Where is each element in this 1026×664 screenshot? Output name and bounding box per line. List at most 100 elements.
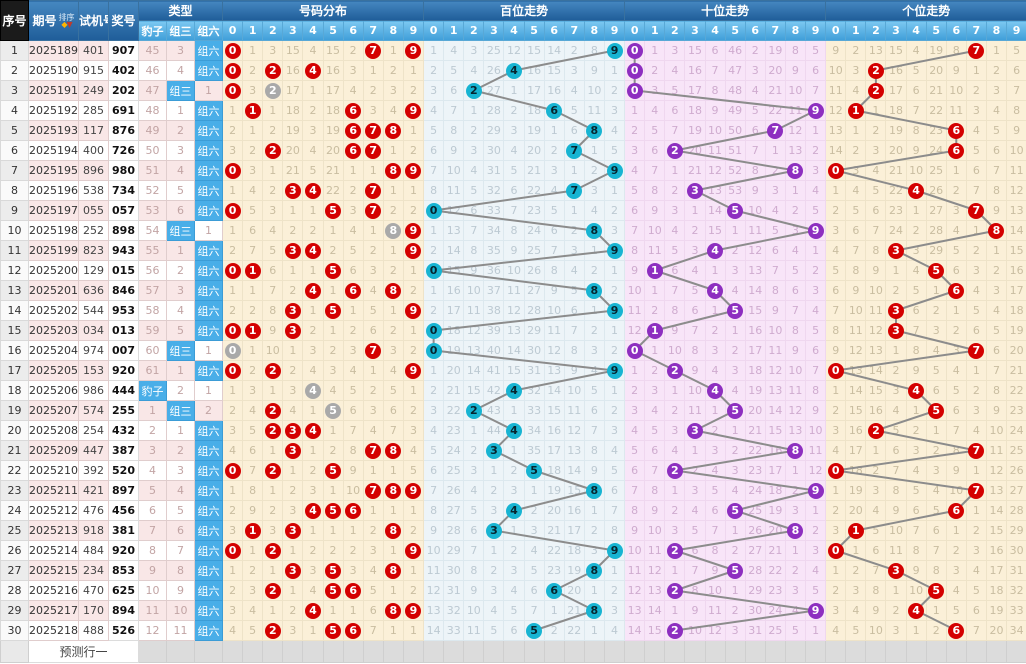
distribution-cell: 7 (362, 200, 384, 221)
header-row-1: 序号 期号 排序 ◆▼ 试机号 奖号 类型 号码分布 百位走势 十位走势 个 (0, 0, 1026, 41)
hundreds-cell: 8 (583, 120, 605, 141)
table-row: 13 2025201 636 846 57 3 组六 1 1 7 2 4 1 6 4 8 2 1 16 10 37 11 2… (0, 280, 1026, 301)
sort-asc-icon[interactable]: ◆ (61, 19, 67, 29)
distribution-cell: 1 (282, 260, 304, 281)
type-cell: 10 (166, 600, 195, 621)
units-cell: 4 (845, 80, 867, 101)
distribution-cell: 3 (282, 380, 304, 401)
units-cell: 6 (925, 380, 947, 401)
section-header-dist: 号码分布 (222, 0, 425, 21)
tens-cell: 1 (624, 100, 646, 121)
units-ball: 2 (867, 422, 884, 439)
hundreds-cell: 3 (523, 520, 545, 541)
tens-cell: 11 (744, 220, 766, 241)
prize-digit-ball: 1 (244, 262, 261, 279)
type-cell: 55 (138, 240, 167, 261)
period-cell: 2025200 (28, 260, 79, 281)
test-number-cell: 470 (78, 580, 109, 601)
prize-digit-ball: 6 (345, 582, 362, 599)
hundreds-cell: 5 (563, 280, 585, 301)
tens-cell: 2 (764, 160, 786, 181)
tens-cell: 1 (664, 560, 686, 581)
tens-cell: 15 (704, 220, 726, 241)
distribution-cell: 2 (302, 100, 324, 121)
hundreds-cell: 8 (543, 260, 565, 281)
tens-cell: 29 (744, 580, 766, 601)
tens-cell: 48 (724, 80, 746, 101)
hundreds-cell: 4 (503, 420, 525, 441)
units-ball: 2 (867, 62, 884, 79)
units-cell: 19 (845, 480, 867, 501)
hundreds-cell: 2 (603, 200, 626, 221)
test-number-cell: 129 (78, 260, 109, 281)
type-cell: 组六 (193, 60, 224, 81)
units-cell: 13 (1006, 200, 1026, 221)
units-cell: 2 (845, 560, 867, 581)
table-row: 23 2025211 421 897 5 4 组六 1 8 1 2 3 1 10 7 8 9 7 26 4 2 3 1 19 1… (0, 480, 1026, 501)
hundreds-cell: 3 (603, 100, 626, 121)
hundreds-cell: 1 (423, 220, 445, 241)
distribution-cell: 1 (242, 40, 264, 61)
units-cell: 2 (825, 400, 847, 421)
tens-cell: 4 (724, 280, 746, 301)
distribution-cell: 6 (342, 260, 364, 281)
type-cell: 51 (138, 160, 167, 181)
hundreds-cell: 18 (543, 460, 565, 481)
tens-cell: 1 (664, 600, 686, 621)
distribution-cell: 6 (262, 260, 284, 281)
prize-digit-ball: 0 (224, 462, 241, 479)
units-cell: 6 (965, 160, 987, 181)
type-cell: 2 (166, 260, 195, 281)
sort-desc-icon[interactable]: ▼ (66, 19, 73, 29)
tens-ball: 5 (727, 302, 744, 319)
hundreds-cell: 2 (503, 460, 525, 481)
hundreds-cell: 2 (503, 540, 525, 561)
distribution-cell: 4 (362, 420, 384, 441)
prize-number-cell: 387 (108, 440, 139, 461)
prize-digit-ball: 2 (264, 402, 281, 419)
sort-control[interactable]: 排序 ◆▼ (59, 13, 75, 29)
prize-digit-ball: 7 (365, 342, 382, 359)
hundreds-cell: 26 (523, 260, 545, 281)
distribution-cell: 2 (402, 80, 425, 101)
tens-cell: 13 (784, 420, 806, 441)
distribution-cell: 5 (242, 620, 264, 641)
units-ball: 8 (988, 222, 1005, 239)
period-cell: 2025199 (28, 240, 79, 261)
tens-cell: 13 (764, 380, 786, 401)
tens-cell: 3 (664, 40, 686, 61)
hundreds-cell: 12 (543, 340, 565, 361)
tens-cell: 11 (704, 140, 726, 161)
distribution-cell: 6 (342, 120, 364, 141)
units-cell: 5 (965, 580, 987, 601)
distribution-cell: 4 (362, 560, 384, 581)
distribution-cell: 5 (342, 380, 364, 401)
distribution-cell: 6 (242, 220, 264, 241)
tens-cell: 12 (764, 360, 786, 381)
hundreds-cell: 5 (423, 120, 445, 141)
distribution-cell: 21 (282, 160, 304, 181)
table-row: 26 2025214 484 920 8 7 组六 0 1 2 1 2 2 2 3 1 9 10 29 7 1 2 4 22 1… (0, 540, 1026, 561)
type-cell: 57 (138, 280, 167, 301)
tens-cell: 9 (784, 340, 806, 361)
tens-cell: 22 (764, 100, 786, 121)
distribution-cell: 1 (262, 600, 284, 621)
tens-cell: 9 (804, 100, 827, 121)
hundreds-cell: 33 (443, 620, 465, 641)
prize-digit-ball: 7 (365, 202, 382, 219)
tens-cell: 30 (744, 600, 766, 621)
units-cell: 23 (925, 120, 947, 141)
units-cell: 3 (905, 240, 927, 261)
units-cell: 7 (985, 360, 1008, 381)
tens-cell: 9 (744, 180, 766, 201)
type-cell: 52 (138, 180, 167, 201)
tens-cell: 3 (664, 420, 686, 441)
units-ball: 0 (827, 542, 844, 559)
hundreds-cell: 30 (523, 340, 545, 361)
prize-digit-ball: 7 (365, 122, 382, 139)
digit-col-header: 3 (282, 20, 304, 41)
tens-cell: 10 (644, 220, 666, 241)
tens-cell: 4 (664, 220, 686, 241)
hundreds-cell: 2 (423, 380, 445, 401)
units-cell: 3 (965, 540, 987, 561)
